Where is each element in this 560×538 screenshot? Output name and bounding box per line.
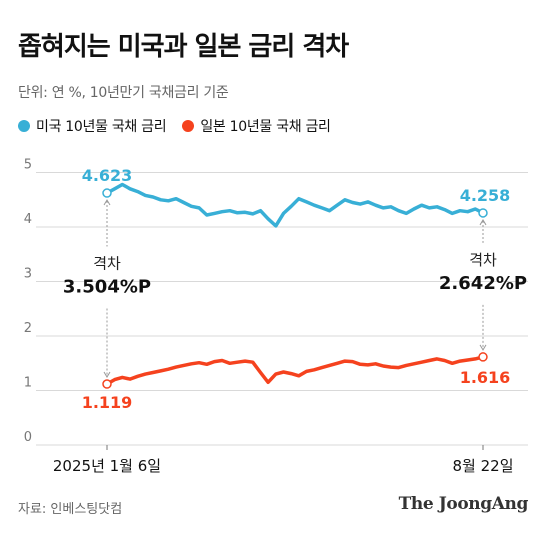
japan-yield-line — [105, 355, 485, 386]
brand-logo: The JoongAng — [398, 494, 529, 514]
y-tick-label: 2 — [24, 321, 32, 336]
gap-annotation-label: 격차 — [93, 255, 121, 273]
x-tick-label: 8월 22일 — [453, 457, 514, 475]
y-tick-label: 4 — [24, 212, 32, 227]
legend-label-us: 미국 10년물 국채 금리 — [36, 119, 167, 135]
us-end-value-label: 4.258 — [460, 186, 511, 205]
y-tick-label: 0 — [24, 430, 32, 445]
gap-arrow-up — [479, 218, 487, 226]
gap-annotation-value: 3.504%P — [63, 277, 151, 298]
legend-marker-us — [18, 120, 30, 132]
gap-arrow-up — [103, 199, 111, 206]
us-yield-line — [105, 182, 485, 228]
us-endpoint-marker — [102, 188, 112, 198]
gap-arrow-down — [479, 344, 487, 351]
legend-item-japan: 일본 10년물 국채 금리 — [182, 116, 331, 136]
gap-annotation-value: 2.642%P — [439, 273, 527, 294]
unit-note: 단위: 연 %, 10년만기 국채금리 기준 — [18, 85, 229, 101]
x-tick-label: 2025년 1월 6일 — [53, 457, 161, 475]
page-title: 좁혀지는 미국과 일본 금리 격차 — [18, 32, 349, 62]
y-tick-label: 5 — [24, 158, 32, 173]
legend: 미국 10년물 국채 금리 일본 10년물 국채 금리 — [18, 116, 347, 136]
legend-label-japan: 일본 10년물 국채 금리 — [200, 119, 331, 135]
japan-endpoint-marker — [478, 352, 488, 362]
japan-end-value-label: 1.616 — [460, 368, 511, 387]
y-tick-label: 1 — [24, 376, 32, 391]
gap-arrow-down — [103, 371, 111, 378]
source-note: 자료: 인베스팅닷컴 — [18, 502, 123, 517]
japan-start-value-label: 1.119 — [82, 393, 133, 412]
us-start-value-label: 4.623 — [82, 166, 133, 185]
gap-annotation-label: 격차 — [469, 251, 497, 269]
legend-item-us: 미국 10년물 국채 금리 — [18, 116, 167, 136]
legend-marker-japan — [182, 120, 195, 132]
japan-endpoint-marker — [102, 379, 112, 389]
y-tick-label: 3 — [24, 267, 32, 282]
us-endpoint-marker — [478, 208, 488, 218]
